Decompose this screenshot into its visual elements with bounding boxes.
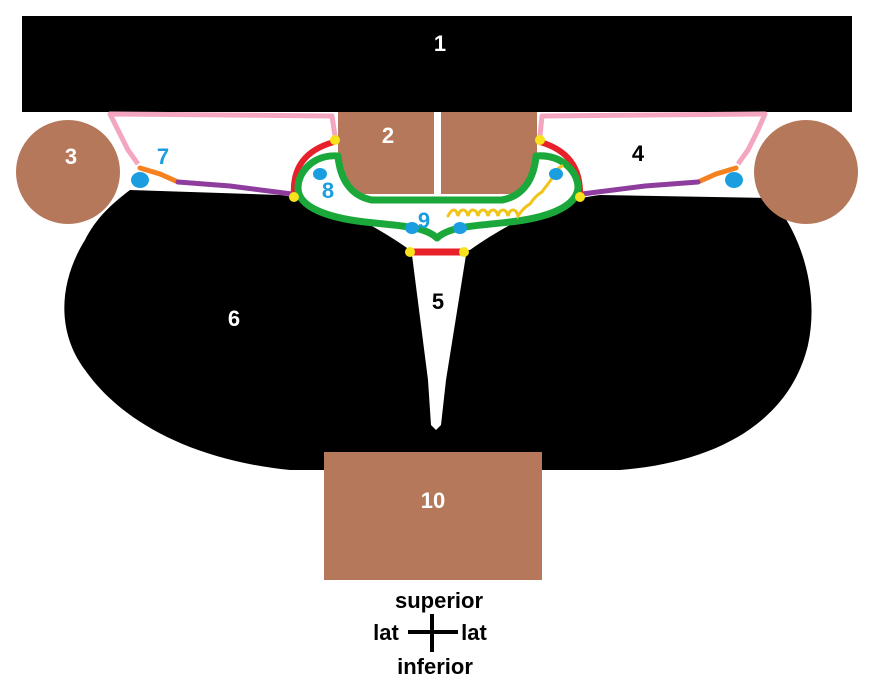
yellow-dot-right-top (535, 135, 545, 145)
region-3-left-circle (16, 120, 120, 224)
label-10: 10 (421, 488, 445, 513)
label-8: 8 (322, 178, 334, 203)
right-pink-outline (537, 111, 768, 166)
yellow-dot-left-bottom (289, 192, 299, 202)
left-red-arc (290, 139, 337, 199)
label-4: 4 (632, 141, 645, 166)
compass-superior: superior (395, 588, 483, 613)
left-orange-line (137, 165, 181, 185)
yellow-dot-left-top (330, 135, 340, 145)
yellow-dot-midline-left (405, 247, 415, 257)
blue-blob-right-inner (549, 168, 563, 180)
green-outline (294, 152, 582, 242)
blue-blob-center-right (453, 222, 467, 234)
blue-blob-right-edge (725, 172, 743, 188)
region-1-top-band (22, 16, 852, 112)
label-5: 5 (432, 289, 444, 314)
label-7: 7 (157, 144, 169, 169)
blue-blob-center-left (405, 222, 419, 234)
label-2: 2 (382, 123, 394, 148)
region-2-left-block (338, 112, 434, 194)
left-purple-line (175, 179, 295, 197)
blue-blob-left-edge (131, 172, 149, 188)
compass-lat-left: lat (373, 620, 399, 645)
label-6: 6 (228, 306, 240, 331)
blue-blob-left-inner (313, 168, 327, 180)
region-2-right-block (441, 112, 537, 194)
right-orange-line (695, 165, 739, 185)
yellow-squiggle (446, 164, 564, 220)
right-circle (754, 120, 858, 224)
label-3: 3 (65, 144, 77, 169)
label-9: 9 (418, 208, 430, 233)
region-10-bottom-block (324, 452, 542, 580)
compass-lat-right: lat (461, 620, 487, 645)
right-purple-line (579, 179, 701, 197)
region-5-midline-notch (412, 255, 466, 430)
yellow-dot-midline-right (459, 247, 469, 257)
label-1: 1 (434, 31, 446, 56)
compass-inferior: inferior (397, 654, 473, 679)
yellow-dot-right-bottom (575, 192, 585, 202)
left-pink-outline (107, 111, 338, 166)
